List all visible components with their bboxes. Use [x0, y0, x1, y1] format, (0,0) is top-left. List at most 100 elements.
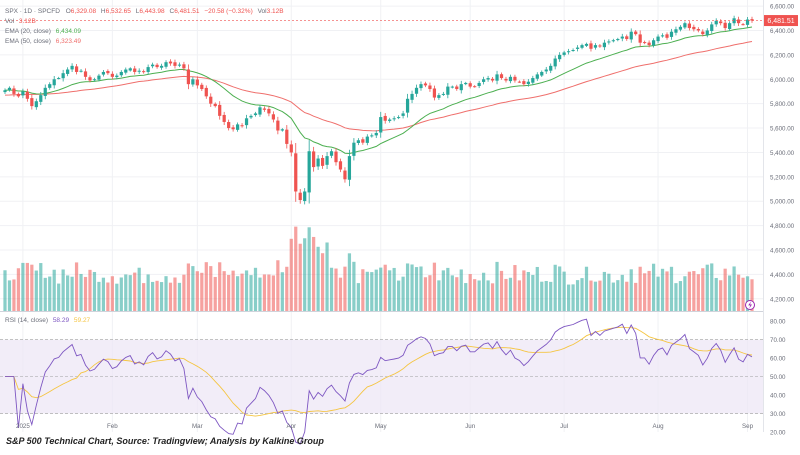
- candle-body: [231, 127, 235, 130]
- candle-body: [142, 71, 146, 73]
- legend-volume-row: Vol 3.12B: [5, 18, 36, 25]
- volume-bar: [405, 263, 410, 311]
- candle-body: [271, 114, 275, 120]
- volume-bar: [728, 275, 732, 311]
- volume-bar: [231, 270, 235, 311]
- candle-body: [732, 18, 736, 24]
- volume-bar: [97, 281, 101, 311]
- candle-body: [200, 84, 204, 90]
- legend-ohlc-row: SPX · 1D · SPCFD O6,329.08 H6,532.65 L6,…: [5, 8, 284, 15]
- volume-bar: [566, 284, 571, 311]
- candle-body: [88, 77, 92, 81]
- volume-bar: [508, 277, 513, 311]
- candle-body: [571, 50, 575, 52]
- x-tick-label: Apr: [286, 423, 296, 430]
- candle-body: [714, 20, 718, 25]
- volume-bar: [30, 264, 34, 311]
- candle-body: [253, 113, 258, 116]
- volume-bar: [227, 274, 231, 311]
- candle-body: [446, 86, 450, 95]
- volume-bar: [124, 274, 128, 311]
- rsi-legend-label: RSI (14, close): [5, 317, 48, 324]
- candle-body: [580, 45, 584, 48]
- volume-bar: [168, 282, 173, 311]
- candle-body: [383, 115, 387, 121]
- candle-body: [298, 192, 302, 201]
- candle-body: [343, 170, 347, 180]
- volume-bar: [553, 264, 557, 311]
- candle-body: [16, 93, 21, 97]
- volume-bar: [499, 270, 504, 311]
- candle-body: [294, 153, 298, 192]
- candle-body: [347, 156, 352, 180]
- volume-bar: [195, 271, 199, 311]
- x-tick-label: Jul: [560, 423, 568, 430]
- volume-bar: [285, 266, 289, 311]
- legend-h-label: H: [101, 8, 106, 15]
- candle-body: [57, 78, 61, 80]
- volume-bar: [383, 264, 387, 311]
- candle-body: [235, 124, 240, 130]
- volume-bar: [692, 271, 696, 311]
- candle-body: [410, 93, 414, 100]
- volume-bar: [258, 277, 262, 311]
- volume-bar: [365, 271, 369, 311]
- volume-bar: [343, 266, 347, 311]
- volume-bar: [128, 275, 132, 311]
- volume-bar: [714, 277, 718, 311]
- volume-bar: [495, 261, 499, 311]
- candle-body: [522, 81, 526, 85]
- volume-bar: [669, 266, 674, 311]
- candle-body: [464, 82, 468, 85]
- volume-bar: [723, 268, 727, 311]
- volume-bar: [656, 276, 660, 311]
- rsi-line: [5, 318, 753, 445]
- volume-bar: [52, 269, 56, 311]
- candle-body: [191, 79, 195, 85]
- legend-volume-value: 3.12B: [19, 18, 36, 25]
- candle-body: [665, 34, 669, 38]
- volume-bar: [392, 267, 396, 311]
- candle-body: [222, 114, 226, 122]
- y-tick-label: 5,400.00: [770, 150, 795, 157]
- candle-body: [598, 45, 602, 47]
- candlesticks[interactable]: [3, 15, 754, 205]
- figure-caption: S&P 500 Technical Chart, Source: Trading…: [6, 436, 324, 446]
- volume-bar: [289, 238, 293, 311]
- candle-body: [320, 157, 325, 166]
- volume-bar: [25, 262, 29, 311]
- candle-body: [379, 117, 383, 133]
- volume-bar: [486, 280, 490, 311]
- rsi-sma-line: [5, 326, 753, 417]
- volume-bar: [253, 267, 258, 311]
- volume-bar: [705, 264, 709, 311]
- volume-bar: [74, 262, 79, 311]
- volume-bar: [79, 273, 83, 311]
- lightning-icon[interactable]: [745, 300, 755, 310]
- volume-bar: [66, 275, 70, 311]
- x-tick-label: 2025: [16, 423, 30, 430]
- legend-vol-value: 3.12B: [267, 8, 284, 15]
- volume-bar: [423, 277, 428, 311]
- legend-l-label: L: [136, 8, 140, 15]
- y-tick-label: 6,600.00: [770, 4, 795, 11]
- volume-bar: [16, 268, 21, 311]
- candle-body: [159, 65, 164, 68]
- volume-bar: [209, 266, 213, 311]
- candle-body: [728, 23, 732, 30]
- volume-bar: [57, 283, 61, 311]
- candle-body: [204, 87, 208, 97]
- volume-bar: [710, 263, 714, 311]
- candle-body: [66, 69, 70, 74]
- volume-bar: [267, 274, 271, 311]
- volume-bar: [736, 274, 741, 311]
- candle-body: [280, 129, 284, 131]
- candle-body: [397, 117, 401, 119]
- candle-body: [61, 73, 65, 79]
- volume-bar: [235, 276, 240, 311]
- rsi-legend: RSI (14, close) 58.29 59.27: [5, 317, 91, 324]
- volume-bar: [464, 283, 468, 311]
- volume-bar: [674, 283, 678, 311]
